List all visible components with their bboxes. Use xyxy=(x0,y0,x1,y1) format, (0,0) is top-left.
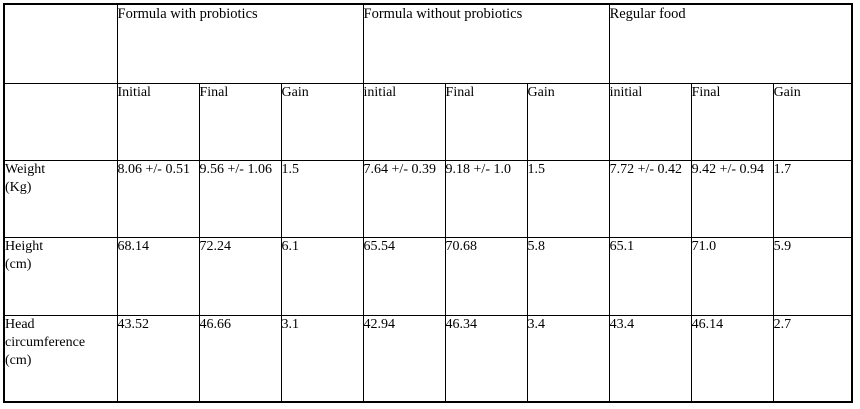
data-cell: 7.64 +/- 0.39 xyxy=(362,159,446,238)
row-label-line: Head xyxy=(5,316,35,332)
data-cell: 1.7 xyxy=(772,159,852,238)
data-cell: 43.52 xyxy=(116,314,200,401)
group-header-row: Formula with probiotics Formula without … xyxy=(5,5,852,84)
row-label-cell: Head circumference (cm) xyxy=(5,314,118,401)
data-cell: 7.72 +/- 0.42 xyxy=(608,159,692,238)
table-row: Weight (Kg) 8.06 +/- 0.51 9.56 +/- 1.06 … xyxy=(5,159,852,238)
row-label-cell: Weight (Kg) xyxy=(5,159,118,238)
data-cell: 71.0 xyxy=(690,236,774,316)
data-cell: 9.18 +/- 1.0 xyxy=(444,159,528,238)
group-header-cell: Regular food xyxy=(608,5,852,84)
data-cell: 68.14 xyxy=(116,236,200,316)
table-frame: Formula with probiotics Formula without … xyxy=(3,3,853,403)
data-cell: 70.68 xyxy=(444,236,528,316)
data-cell: 46.14 xyxy=(690,314,774,401)
data-cell: 72.24 xyxy=(198,236,282,316)
data-cell: 5.8 xyxy=(526,236,610,316)
table-row: Height (cm) 68.14 72.24 6.1 65.54 70.68 … xyxy=(5,236,852,316)
data-cell: 42.94 xyxy=(362,314,446,401)
subheader-cell: Gain xyxy=(280,82,364,161)
group-header-cell: Formula without probiotics xyxy=(362,5,610,84)
subheader-cell: Initial xyxy=(116,82,200,161)
row-label-line: Height xyxy=(5,238,44,254)
growth-data-table: Formula with probiotics Formula without … xyxy=(5,5,852,401)
data-cell: 65.54 xyxy=(362,236,446,316)
data-cell: 1.5 xyxy=(280,159,364,238)
data-cell: 9.42 +/- 0.94 xyxy=(690,159,774,238)
data-cell: 2.7 xyxy=(772,314,852,401)
row-label-line: (Kg) xyxy=(5,179,32,195)
row-label-cell: Height (cm) xyxy=(5,236,118,316)
row-label-line: Weight xyxy=(5,161,46,177)
data-cell: 8.06 +/- 0.51 xyxy=(116,159,200,238)
data-cell: 6.1 xyxy=(280,236,364,316)
subheader-cell: initial xyxy=(362,82,446,161)
row-label-line: (cm) xyxy=(5,256,32,272)
table-row: Head circumference (cm) 43.52 46.66 3.1 … xyxy=(5,314,852,401)
data-cell: 3.1 xyxy=(280,314,364,401)
data-cell: 9.56 +/- 1.06 xyxy=(198,159,282,238)
data-cell: 43.4 xyxy=(608,314,692,401)
data-cell: 3.4 xyxy=(526,314,610,401)
corner-cell xyxy=(5,5,118,84)
group-header-cell: Formula with probiotics xyxy=(116,5,364,84)
subheader-cell: Final xyxy=(444,82,528,161)
data-cell: 1.5 xyxy=(526,159,610,238)
data-cell: 46.34 xyxy=(444,314,528,401)
data-cell: 46.66 xyxy=(198,314,282,401)
row-label-line: circumference xyxy=(5,334,86,350)
subheader-cell: Final xyxy=(690,82,774,161)
data-cell: 65.1 xyxy=(608,236,692,316)
subheader-cell: Gain xyxy=(526,82,610,161)
subheader-corner-cell xyxy=(5,82,118,161)
subheader-cell: Gain xyxy=(772,82,852,161)
row-label-line: (cm) xyxy=(5,352,32,368)
subheader-row: Initial Final Gain initial Final Gain in… xyxy=(5,82,852,161)
subheader-cell: Final xyxy=(198,82,282,161)
subheader-cell: initial xyxy=(608,82,692,161)
data-cell: 5.9 xyxy=(772,236,852,316)
